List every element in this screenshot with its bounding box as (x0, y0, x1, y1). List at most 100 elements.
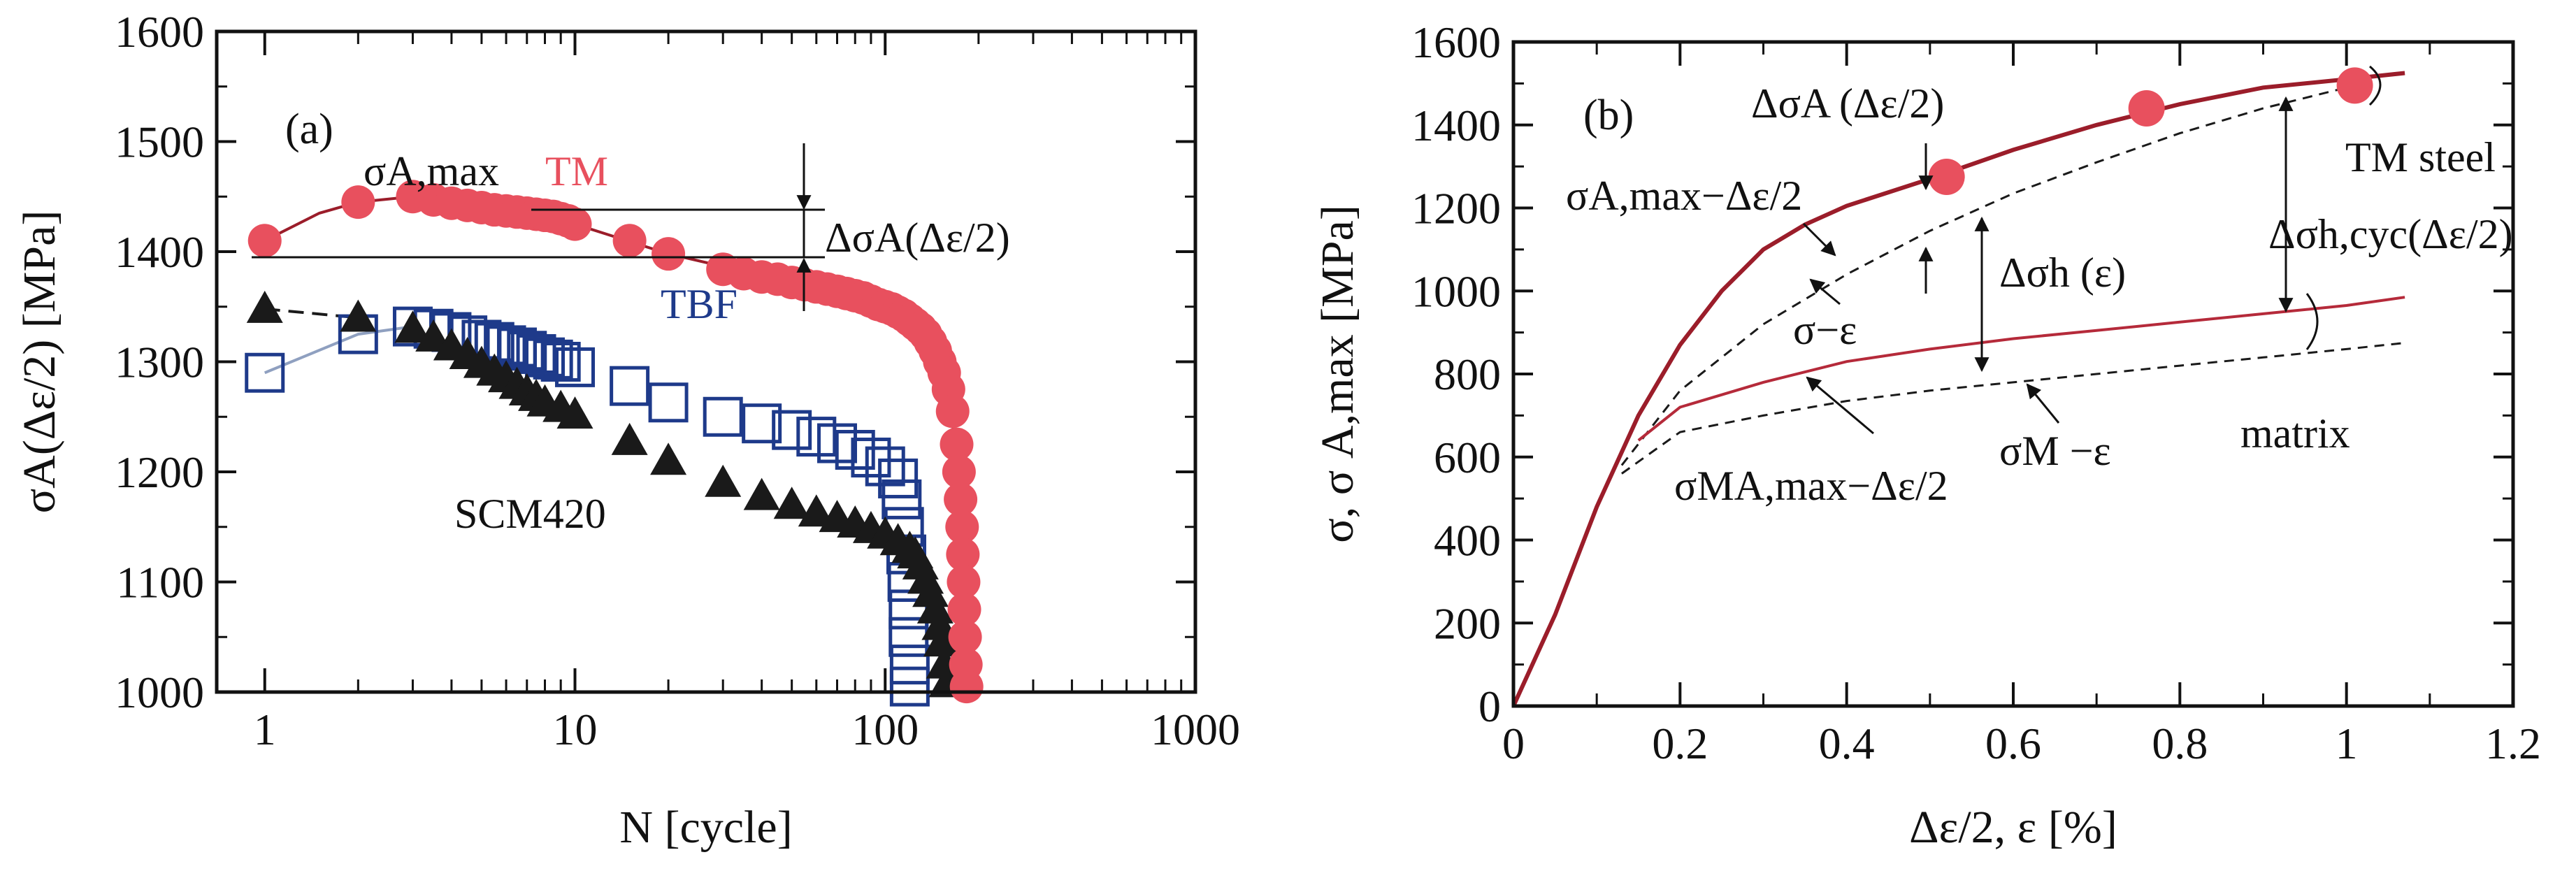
series-line-3 (1621, 342, 2405, 475)
y-tick-label: 200 (1434, 598, 1501, 648)
series-line-1 (1620, 86, 2347, 466)
tm-curve (264, 195, 968, 687)
chart-b-y-axis-label: σ, σ A,max [MPa] (1312, 205, 1363, 543)
y-tick-label: 1400 (115, 227, 204, 277)
tbf-point (554, 347, 595, 387)
tm-point (942, 455, 976, 489)
chart-a-curves (264, 195, 968, 687)
chart-a-y-axis-label: σA(Δε/2) [MPa] (14, 210, 65, 514)
y-tick-label: 1000 (1411, 266, 1501, 316)
tbf-point (889, 666, 930, 707)
tbf-point (889, 645, 930, 685)
tm-steel-point (1928, 158, 1965, 195)
tbf-point (610, 366, 650, 406)
b-delta-sigma-hcyc-label: Δσh,cyc(Δε/2) (2268, 211, 2513, 257)
tbf-point (742, 403, 782, 444)
scm420-point (415, 319, 452, 352)
b-tm-steel-label: TM steel (2345, 134, 2496, 180)
scm420-point (773, 487, 810, 519)
b-matrix-bracket (2305, 293, 2319, 350)
panel-label-a: (a) (285, 106, 333, 153)
chart-b-frame (1511, 40, 2515, 708)
y-tick-label: 1100 (116, 558, 204, 607)
chart-b-annotations: (b) ΔσA (Δε/2) σA,max−Δε/2 σ−ε Δσh (ε) Δ… (1566, 65, 2513, 509)
chart-b-ticks: 0 200 400 600 800 1000 1200 1400 1600 0 0.2 0.4 0.6 0… (1411, 17, 2541, 768)
scm420-point (611, 422, 648, 455)
x-tick-label: 0.4 (1819, 719, 1875, 768)
tbf-label: TBF (661, 281, 737, 327)
panel-label-b: (b) (1583, 92, 1634, 139)
x-tick-label: 1 (254, 705, 276, 754)
scm420-point (650, 442, 687, 475)
x-tick-label: 100 (851, 705, 919, 754)
tm-label: TM (545, 148, 608, 194)
y-tick-label: 1600 (1411, 17, 1501, 67)
tbf-point (648, 382, 689, 423)
x-tick-label: 0.2 (1652, 719, 1708, 768)
tm-point (948, 620, 982, 654)
x-tick-label: 1000 (1151, 705, 1240, 754)
y-tick-label: 1200 (115, 447, 204, 497)
sigma-amax-label: σA,max (364, 148, 499, 194)
tbf-point (703, 396, 743, 437)
y-tick-label: 800 (1434, 350, 1501, 399)
scm420-point (798, 494, 835, 527)
scm420-point (556, 396, 593, 429)
series-line-0 (1511, 71, 2405, 707)
b-sigma-eps-label: σ−ε (1793, 307, 1857, 353)
chart-b: 0 200 400 600 800 1000 1200 1400 1600 0 0.2 0.4 0.6 0… (1312, 17, 2541, 853)
x-tick-label: 0 (1502, 719, 1525, 768)
tm-point (558, 207, 592, 241)
scm420-point (743, 477, 780, 510)
tm-steel-point (2128, 90, 2165, 127)
chart-a-annotations: (a) σA,max TM ΔσA(Δε/2) TBF SCM420 (252, 106, 1010, 537)
tm-point (935, 394, 970, 429)
b-delta-sigma-h-label: Δσh (ε) (1999, 250, 2126, 296)
y-tick-label: 1000 (115, 668, 204, 717)
chart-a-frame (215, 29, 1197, 694)
scm420-point (394, 310, 431, 343)
y-tick-label: 1300 (115, 338, 204, 387)
chart-a-x-axis-label: N [cycle] (619, 802, 792, 853)
y-tick-label: 0 (1478, 682, 1501, 731)
y-tick-label: 1400 (1411, 101, 1501, 150)
tm-point (947, 592, 981, 626)
x-tick-label: 1 (2336, 719, 2358, 768)
y-tick-label: 1200 (1411, 184, 1501, 233)
tm-point (945, 510, 979, 544)
chart-a-points (245, 180, 984, 707)
tm-point (247, 224, 282, 258)
chart-b-points (1928, 67, 2373, 195)
tm-point (947, 565, 981, 599)
b-sigma-amax-pointer (1802, 222, 1836, 257)
tm-point (940, 427, 974, 461)
x-tick-label: 0.8 (2152, 719, 2208, 768)
b-sigma-m-amax-pointer (1806, 376, 1874, 435)
tbf-point (878, 458, 919, 498)
tbf-point (882, 479, 922, 519)
b-tm-steel-bracket (2368, 65, 2382, 106)
tbf-point (245, 352, 285, 393)
x-tick-label: 10 (552, 705, 597, 754)
b-sigma-amax-label: σA,max−Δε/2 (1566, 173, 1802, 219)
b-sigma-m-eps-label: σM −ε (1999, 428, 2111, 474)
scm420-label: SCM420 (454, 491, 606, 537)
scm420-point (912, 575, 949, 607)
tbf-point (524, 337, 565, 377)
scm420-point (705, 464, 742, 497)
b-sigma-eps-pointer (1809, 278, 1841, 305)
tbf-point (796, 417, 837, 457)
y-tick-label: 1500 (115, 117, 204, 167)
b-sigma-m-eps-pointer (2026, 383, 2060, 424)
scm420-point (923, 624, 960, 657)
b-delta-sigma-a-label: ΔσA (Δε/2) (1751, 80, 1944, 127)
y-tick-label: 1600 (115, 7, 204, 57)
scm420-point (921, 607, 958, 640)
x-tick-label: 0.6 (1985, 719, 2041, 768)
scm420-point (916, 591, 954, 624)
tm-point (652, 237, 686, 271)
tm-point (949, 670, 984, 704)
b-matrix-label: matrix (2240, 410, 2350, 456)
tbf-point (851, 438, 891, 478)
